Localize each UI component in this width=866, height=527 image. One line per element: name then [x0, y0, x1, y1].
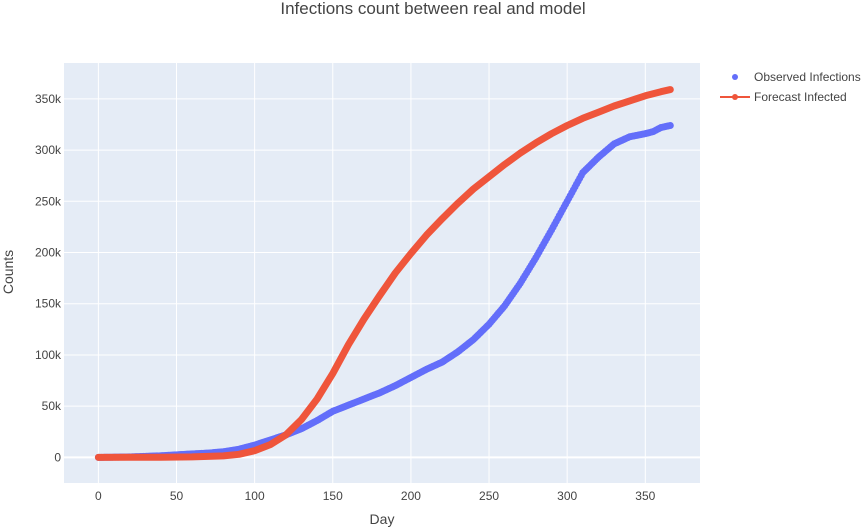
series-layer	[94, 86, 674, 461]
y-tick-label: 0	[54, 450, 61, 464]
series-1	[94, 86, 674, 461]
y-tick-label: 100k	[35, 348, 62, 362]
x-tick-label: 250	[479, 489, 499, 503]
legend: Observed Infections Forecast Infected	[720, 70, 861, 104]
grid	[64, 63, 700, 483]
legend-item: Forecast Infected	[720, 90, 847, 104]
x-tick-label: 100	[245, 489, 265, 503]
x-axis-ticks: 0 50 100 150 200 250 300 350	[95, 489, 656, 503]
legend-item: Observed Infections	[732, 70, 861, 84]
y-tick-label: 200k	[35, 246, 62, 260]
legend-marker-swatch	[732, 94, 738, 100]
chart-title: Infections count between real and model	[280, 0, 585, 18]
x-tick-label: 200	[401, 489, 421, 503]
legend-marker-swatch	[732, 74, 738, 80]
x-axis-title: Day	[370, 511, 395, 527]
plot-area	[64, 63, 700, 483]
y-axis-title: Counts	[0, 250, 16, 294]
x-tick-label: 0	[95, 489, 102, 503]
x-tick-label: 300	[557, 489, 577, 503]
y-tick-label: 150k	[35, 297, 62, 311]
y-tick-label: 250k	[35, 194, 62, 208]
x-tick-label: 350	[635, 489, 655, 503]
y-tick-label: 300k	[35, 143, 62, 157]
x-tick-label: 150	[323, 489, 343, 503]
x-tick-label: 50	[170, 489, 184, 503]
legend-label: Observed Infections	[754, 70, 861, 84]
legend-label: Forecast Infected	[754, 90, 847, 104]
series-line	[94, 86, 674, 461]
y-tick-label: 350k	[35, 92, 62, 106]
data-point	[666, 121, 674, 129]
y-axis-ticks: 0 50k 100k 150k 200k 250k 300k 350k	[35, 92, 62, 465]
y-tick-label: 50k	[42, 399, 62, 413]
